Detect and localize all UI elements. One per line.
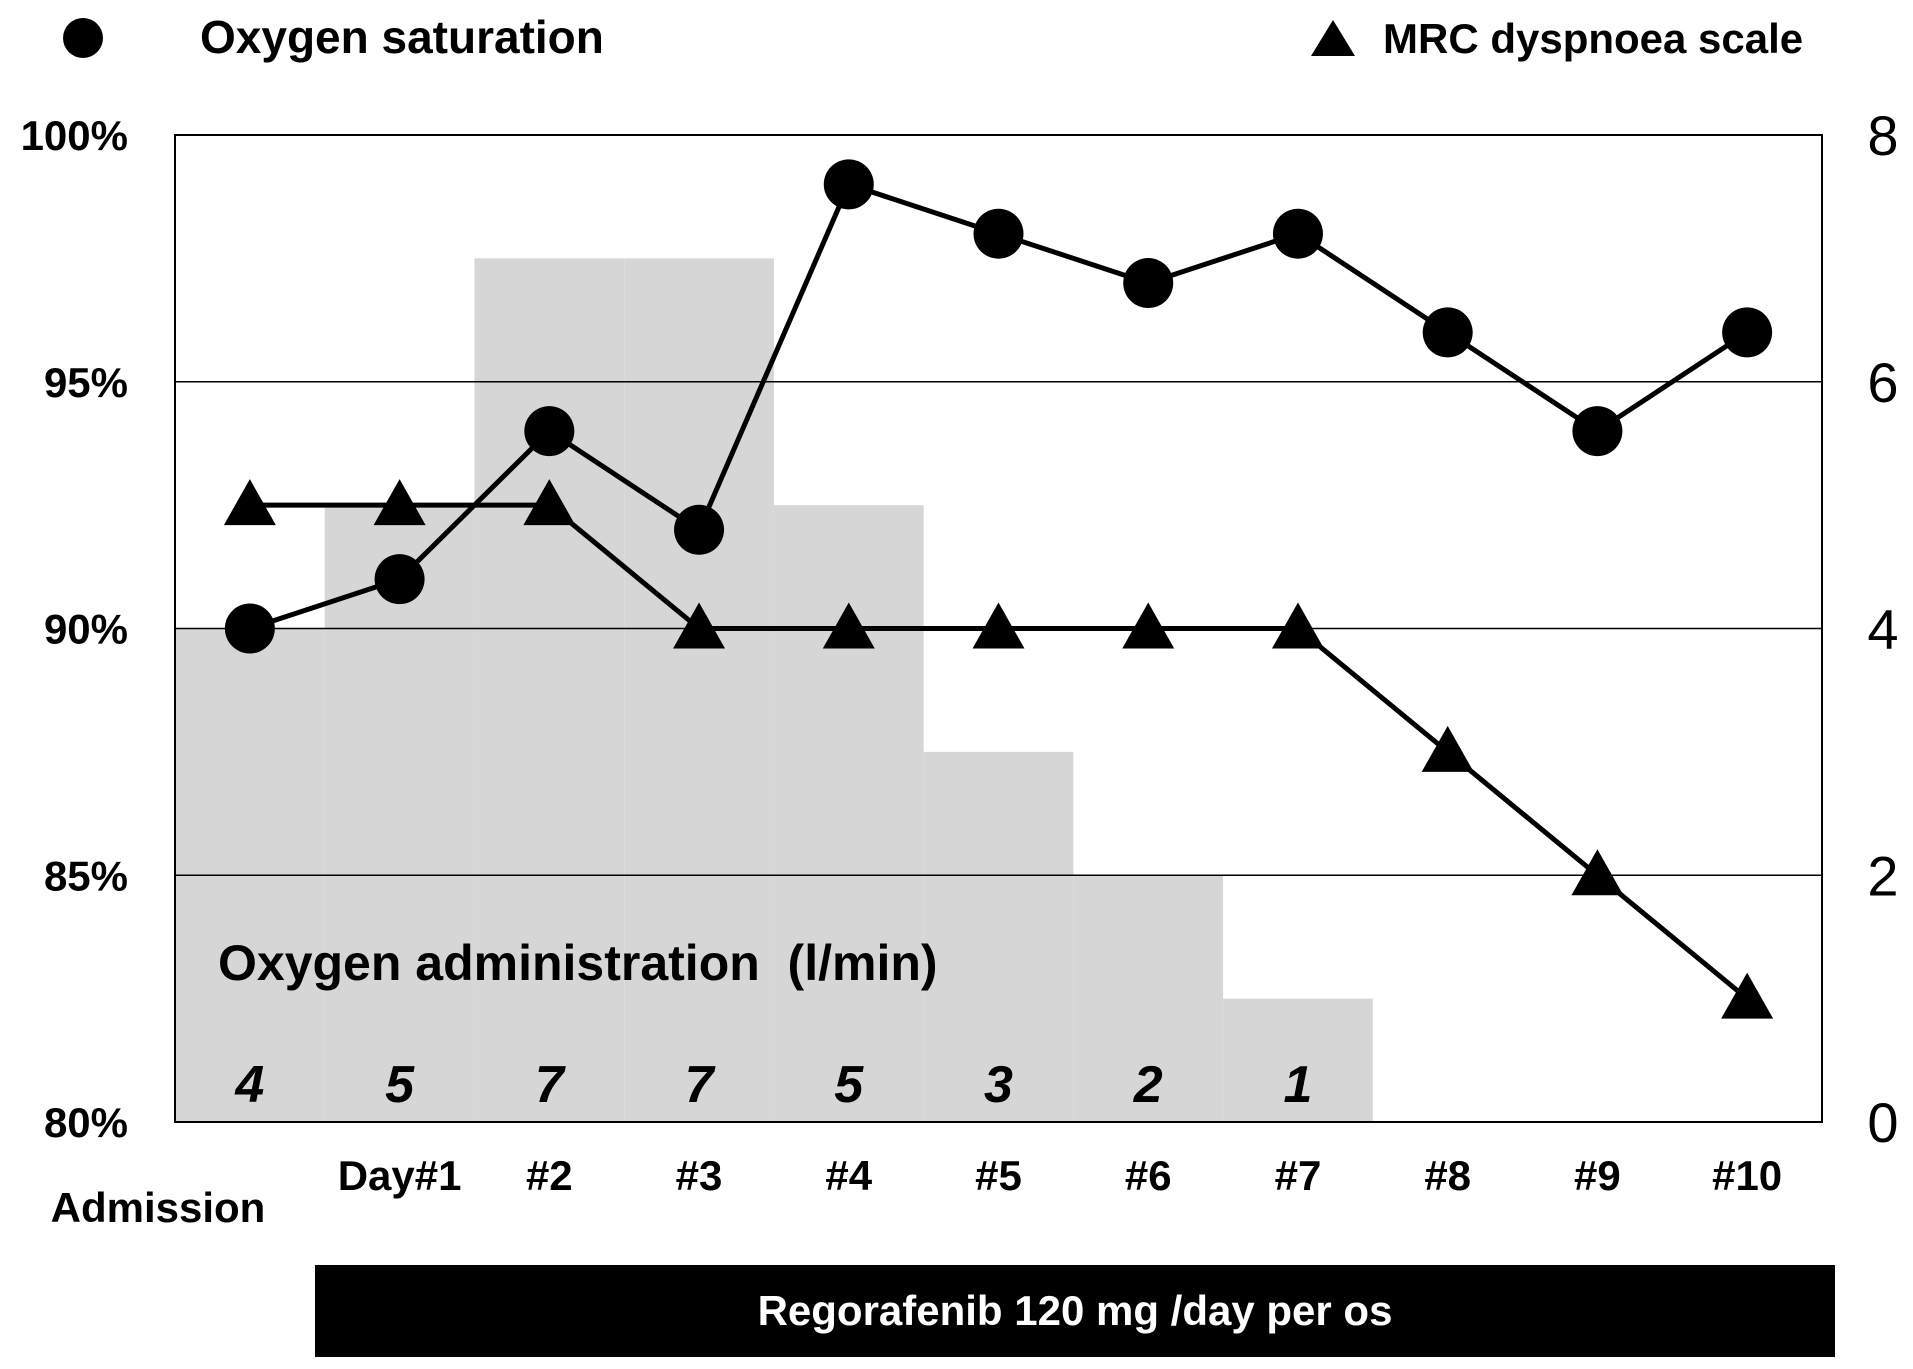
legend-mrc-label: MRC dyspnoea scale <box>1383 15 1803 62</box>
x-axis-labels: Admission Day#1 #2 #3 #4 #5 #6 #7 #8 #9 #10 <box>51 1152 1783 1231</box>
mrc-point <box>1421 725 1474 772</box>
o2-admin-bar <box>773 505 924 1122</box>
x-axis-label: #7 <box>1275 1152 1322 1199</box>
legend-o2-label: Oxygen saturation <box>200 11 604 63</box>
x-axis-label: #8 <box>1424 1152 1471 1199</box>
x-axis-label: #10 <box>1712 1152 1782 1199</box>
mrc-point <box>1721 972 1774 1019</box>
right-tick-label: 4 <box>1867 598 1898 661</box>
treatment-bar <box>315 1265 1835 1357</box>
left-tick-label: 80% <box>44 1099 128 1146</box>
mrc-point <box>972 602 1025 649</box>
mrc-point <box>673 602 726 649</box>
x-axis-label: #4 <box>825 1152 872 1199</box>
o2-admin-bar <box>923 751 1074 1122</box>
oxygen-administration-label: Oxygen administration (l/min) <box>218 935 938 991</box>
o2-admin-value: 4 <box>234 1056 264 1114</box>
x-axis-label: #2 <box>526 1152 573 1199</box>
o2-admin-bar <box>474 258 625 1122</box>
x-axis-label: #5 <box>975 1152 1022 1199</box>
legend-o2-marker-icon <box>63 18 103 58</box>
oxygen-administration-values: 4 5 7 7 5 3 2 1 <box>234 1056 1312 1114</box>
x-axis-label: Day#1 <box>338 1152 462 1199</box>
o2-point <box>1572 406 1623 457</box>
mrc-point <box>1122 602 1175 649</box>
plot-frame <box>174 134 1823 1123</box>
treatment-label: Regorafenib 120 mg /day per os <box>758 1287 1393 1334</box>
o2-point <box>1272 208 1323 259</box>
o2-admin-bar <box>624 258 774 1122</box>
right-tick-label: 8 <box>1867 104 1898 167</box>
x-axis-label: #6 <box>1125 1152 1172 1199</box>
mrc-point <box>822 602 875 649</box>
o2-admin-value: 5 <box>385 1056 415 1114</box>
o2-admin-bar <box>324 505 475 1122</box>
right-axis: 0 2 4 6 8 <box>1867 104 1898 1154</box>
oxygen-administration-bars <box>175 258 1373 1122</box>
right-tick-label: 0 <box>1867 1091 1898 1154</box>
o2-point <box>973 208 1024 259</box>
o2-point <box>374 554 425 605</box>
o2-admin-value: 7 <box>535 1056 566 1114</box>
mrc-point <box>523 479 576 526</box>
x-axis-label: #3 <box>676 1152 723 1199</box>
mrc-point <box>223 479 276 526</box>
o2-point <box>1722 307 1773 358</box>
o2-point <box>1123 258 1174 309</box>
left-tick-label: 95% <box>44 359 128 406</box>
o2-point <box>224 603 275 654</box>
o2-point <box>823 159 874 210</box>
o2-admin-bar <box>1073 875 1224 1122</box>
o2-admin-value: 1 <box>1283 1056 1312 1114</box>
right-tick-label: 6 <box>1867 351 1898 414</box>
left-axis: 80% 85% 90% 95% 100% <box>21 112 128 1146</box>
x-axis-label: Admission <box>51 1184 266 1231</box>
right-tick-label: 2 <box>1867 844 1898 907</box>
o2-admin-value: 5 <box>834 1056 864 1114</box>
left-tick-label: 90% <box>44 606 128 653</box>
o2-admin-value: 2 <box>1133 1056 1163 1114</box>
mrc-point <box>373 479 426 526</box>
x-axis-label: #9 <box>1574 1152 1621 1199</box>
mrc-point <box>1271 602 1324 649</box>
o2-admin-bar <box>1223 998 1373 1122</box>
o2-point <box>674 504 725 555</box>
legend: Oxygen saturation MRC dyspnoea scale <box>63 11 1803 63</box>
legend-mrc-marker-icon <box>1311 20 1355 56</box>
o2-admin-value: 7 <box>685 1056 716 1114</box>
o2-admin-value: 3 <box>984 1056 1013 1114</box>
o2-point <box>524 406 575 457</box>
mrc-point <box>1571 849 1624 896</box>
series-markers <box>223 159 1774 1019</box>
left-tick-label: 85% <box>44 852 128 899</box>
o2-point <box>1422 307 1473 358</box>
left-tick-label: 100% <box>21 112 128 159</box>
